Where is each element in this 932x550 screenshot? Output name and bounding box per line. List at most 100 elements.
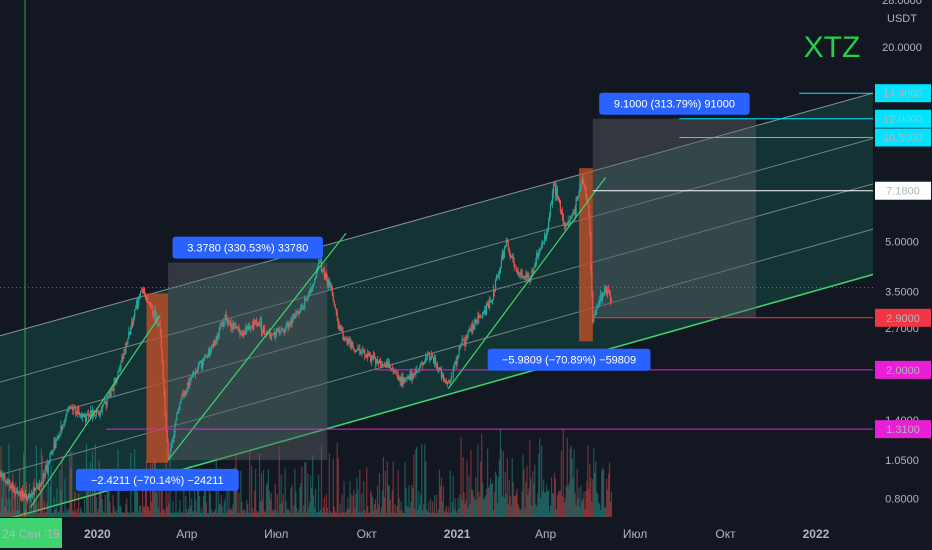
candle-body: [290, 319, 292, 325]
volume-bar: [231, 510, 233, 517]
volume-bar: [69, 448, 71, 517]
volume-bar: [603, 469, 605, 517]
candle-body: [218, 330, 220, 337]
candle-body: [7, 480, 9, 484]
candle-body: [108, 392, 110, 397]
candle-body: [285, 326, 287, 328]
candle-body: [127, 338, 129, 345]
candle-body: [317, 263, 320, 270]
volume-bar: [143, 506, 146, 517]
volume-bar: [343, 481, 345, 517]
candle-body: [313, 283, 315, 287]
candle-body: [503, 248, 505, 258]
candle-body: [83, 414, 86, 417]
volume-bar: [366, 467, 368, 517]
candle-body: [294, 316, 296, 319]
volume-bar: [594, 473, 596, 517]
candle-body: [140, 290, 143, 292]
volume-bar: [479, 496, 481, 517]
candle-body: [327, 280, 329, 287]
candle-body: [588, 204, 590, 215]
volume-bar: [191, 498, 193, 517]
measure-labels-group: 3.3780 (330.53%) 33780 9.1000 (313.79%) 9…: [75, 92, 750, 491]
volume-bar: [508, 479, 510, 517]
volume-bar: [569, 448, 571, 517]
candle-body: [246, 326, 248, 328]
volume-bar: [132, 511, 134, 517]
candle-body: [505, 239, 507, 247]
price-axis[interactable]: 28.000020.00005.00003.50002.70001.40001.…: [873, 0, 932, 550]
volume-bar: [266, 482, 269, 517]
volume-bar: [474, 500, 476, 517]
candle-body: [20, 493, 22, 497]
candle-body: [550, 204, 553, 206]
volume-bar: [322, 507, 325, 517]
candle-body: [45, 465, 47, 469]
volume-bar: [249, 451, 251, 517]
candle-body: [93, 414, 95, 416]
candle-body: [598, 302, 600, 306]
volume-bar: [136, 490, 138, 517]
candle-body: [438, 367, 441, 370]
candle-body: [58, 434, 60, 437]
volume-bar: [109, 502, 111, 517]
volume-bar: [214, 509, 216, 517]
volume-bar: [444, 510, 446, 517]
volume-bar: [545, 492, 547, 517]
volume-bar: [376, 486, 379, 517]
candle-body: [145, 298, 148, 300]
volume-bar: [466, 460, 468, 517]
volume-bar: [365, 512, 367, 517]
candle-body: [242, 333, 244, 336]
candle-body: [406, 377, 408, 379]
candle-body: [43, 473, 45, 477]
candle-body: [128, 331, 130, 339]
candle-body: [113, 383, 115, 391]
volume-bar: [73, 512, 75, 517]
volume-bar: [202, 495, 205, 517]
price-marker: [875, 360, 931, 379]
volume-bar: [108, 469, 110, 517]
volume-bar: [2, 469, 4, 517]
candle-body: [409, 375, 411, 380]
measure-box: [146, 293, 169, 463]
volume-bar: [431, 501, 434, 517]
candle-body: [118, 371, 120, 372]
volume-bar: [554, 478, 557, 517]
volume-bar: [182, 512, 184, 517]
candle-body: [277, 328, 279, 332]
volume-bar: [306, 512, 308, 517]
candle-body: [259, 321, 262, 323]
candle-body: [539, 249, 541, 253]
candle-body: [85, 414, 88, 422]
candle-body: [397, 374, 399, 380]
volume-bar: [152, 485, 154, 517]
volume-bar: [598, 502, 600, 517]
volume-bar: [407, 508, 409, 517]
volume-bar: [317, 474, 320, 517]
volume-bar: [188, 508, 190, 517]
volume-bar: [399, 510, 401, 517]
volume-bar: [228, 485, 230, 517]
volume-bar: [201, 512, 204, 517]
price-marker: [875, 181, 931, 200]
volume-bar: [239, 512, 241, 517]
price-marker-label: 2.9000: [886, 313, 920, 325]
volume-bar: [278, 446, 280, 517]
volume-bar: [455, 510, 457, 517]
time-axis[interactable]: 2020 Апр Июл Окт 2021 Апр Июл Окт 2022 24 Сен '19: [0, 517, 932, 550]
volume-bar: [289, 512, 291, 517]
volume-bar: [118, 487, 120, 517]
volume-bar: [547, 490, 550, 517]
candle-body: [276, 330, 278, 332]
candle-body: [543, 242, 545, 244]
volume-bar: [425, 461, 427, 517]
candle-body: [599, 299, 601, 303]
volume-bar: [326, 507, 328, 517]
volume-bar: [314, 488, 317, 517]
candle-body: [338, 326, 340, 330]
candle-body: [105, 401, 107, 406]
volume-bar: [372, 510, 375, 517]
volume-bar: [52, 512, 54, 517]
